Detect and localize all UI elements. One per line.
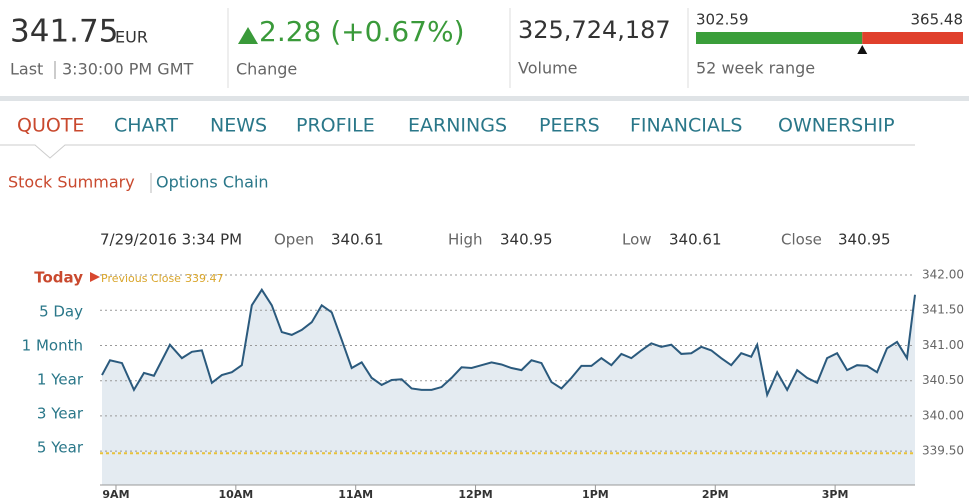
nav-tab[interactable]: OWNERSHIP	[778, 115, 895, 137]
annotation: Previous Close 339.47	[101, 272, 223, 285]
range-high: 365.48	[911, 11, 964, 29]
quote-date: 7/29/2016 3:34 PM	[100, 231, 242, 249]
y-tick-label: 341.00	[922, 338, 964, 352]
change: 2.28 (+0.67%)	[259, 15, 465, 48]
nav-tab[interactable]: FINANCIALS	[630, 115, 742, 137]
y-tick-label: 341.50	[922, 303, 964, 317]
range-marker	[857, 45, 868, 54]
range-bar-high	[862, 32, 963, 44]
nav-tab[interactable]: QUOTE	[17, 115, 84, 137]
x-tick-label: 2PM	[702, 488, 729, 501]
y-tick-label: 340.50	[922, 373, 964, 387]
volume: 325,724,187	[518, 16, 671, 44]
sub-tab[interactable]: Options Chain	[156, 173, 269, 192]
range-low: 302.59	[696, 11, 749, 29]
y-tick-label: 340.00	[922, 408, 964, 422]
low-label: Low	[622, 231, 652, 249]
x-tick-label: 12PM	[458, 488, 492, 501]
high-label: High	[448, 231, 482, 249]
currency: EUR	[115, 28, 148, 47]
open-label: Open	[274, 231, 314, 249]
annotation-label: Previous Close	[101, 272, 181, 285]
x-tick-label: 11AM	[338, 488, 373, 501]
nav-tab[interactable]: EARNINGS	[408, 115, 507, 137]
volume-label: Volume	[518, 59, 578, 78]
y-tick-label: 342.00	[922, 267, 964, 281]
range-button[interactable]: Today	[34, 269, 83, 287]
sub-tab[interactable]: Stock Summary	[8, 173, 135, 192]
close-label: Close	[781, 231, 822, 249]
x-tick-label: 9AM	[102, 488, 129, 501]
last-label: Last	[10, 60, 43, 79]
x-tick-label: 10AM	[218, 488, 253, 501]
nav-tab[interactable]: CHART	[114, 115, 178, 137]
annotation-arrow	[90, 272, 100, 282]
change-label: Change	[236, 60, 297, 79]
time: 3:30:00 PM GMT	[62, 60, 194, 79]
range-button[interactable]: 1 Month	[22, 337, 83, 355]
area	[101, 289, 915, 485]
annotation-value: 339.47	[185, 272, 224, 285]
low-value: 340.61	[669, 231, 722, 249]
nav-tab[interactable]: PEERS	[539, 115, 600, 137]
range-button[interactable]: 1 Year	[37, 371, 84, 389]
range-label: 52 week range	[696, 59, 815, 78]
close-value: 340.95	[838, 231, 891, 249]
range-button[interactable]: 3 Year	[37, 405, 84, 423]
range-bar-low	[696, 32, 863, 44]
high-value: 340.95	[500, 231, 553, 249]
x-tick-label: 3PM	[822, 488, 849, 501]
price-line	[101, 287, 916, 399]
nav-tab[interactable]: PROFILE	[296, 115, 375, 137]
tab-rule	[0, 144, 915, 159]
x-tick-label: 1PM	[582, 488, 609, 501]
range-button[interactable]: 5 Day	[39, 303, 83, 321]
up-arrow	[238, 27, 258, 44]
open-value: 340.61	[331, 231, 384, 249]
price: 341.75	[10, 14, 118, 50]
nav-tab[interactable]: NEWS	[210, 115, 267, 137]
range-button[interactable]: 5 Year	[37, 439, 84, 457]
header-rule	[0, 96, 969, 101]
y-tick-label: 339.50	[922, 444, 964, 458]
